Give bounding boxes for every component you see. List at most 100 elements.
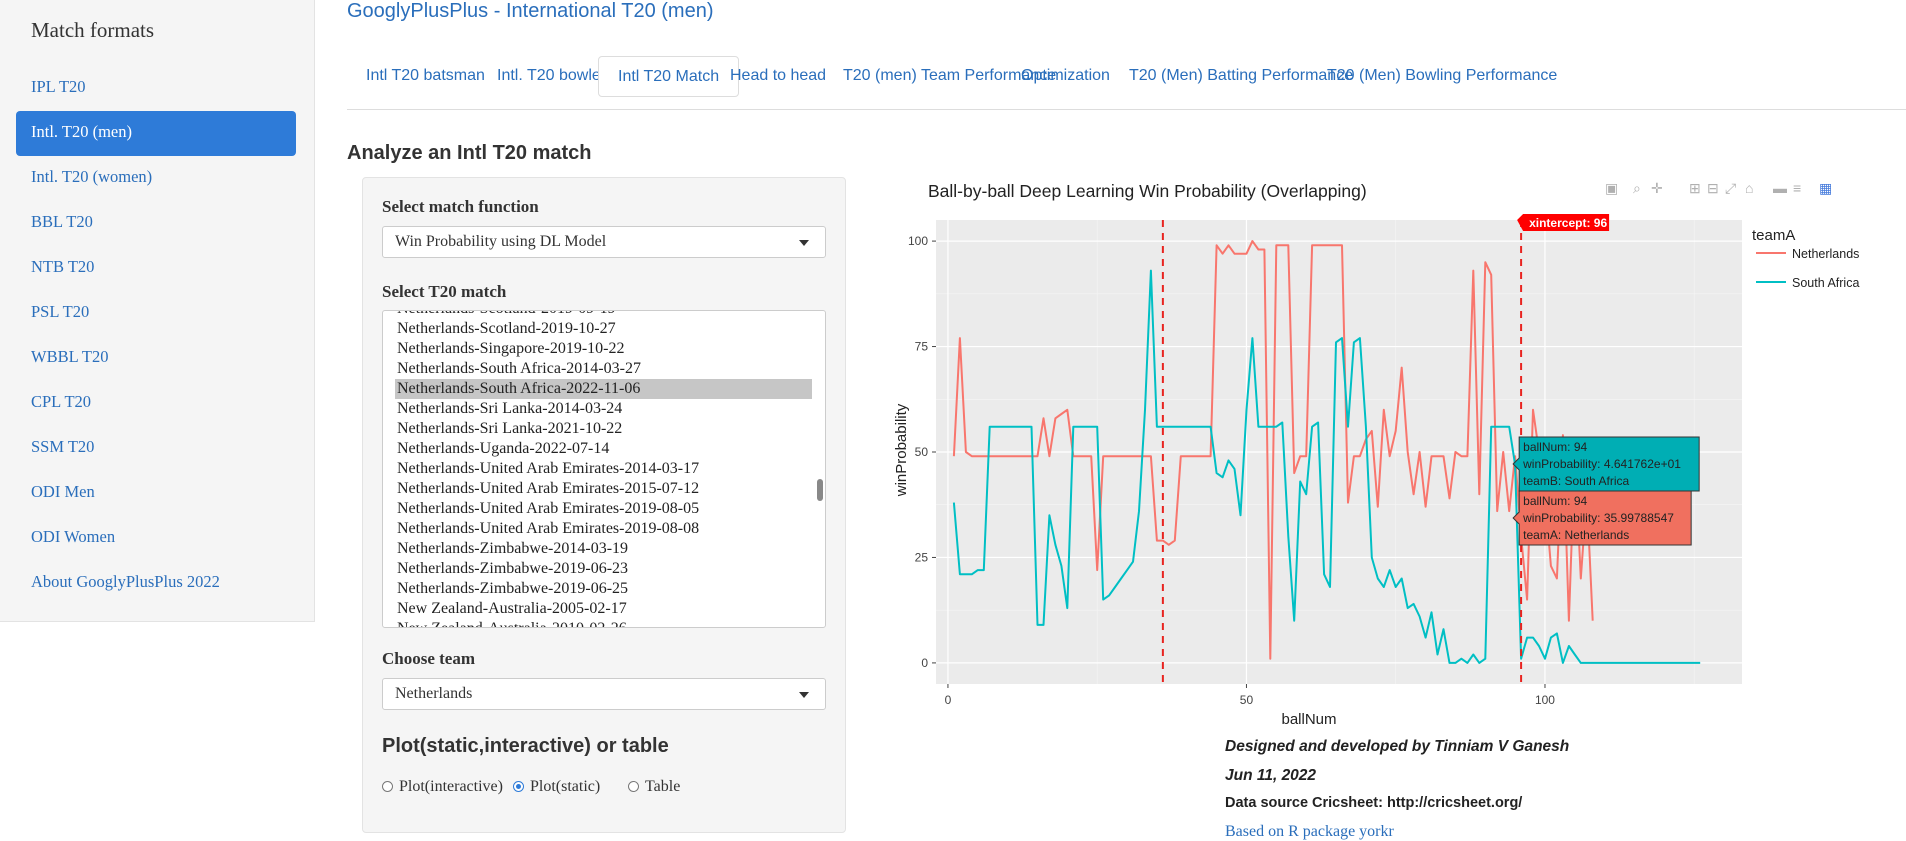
x-tick-label: 100 [1535,693,1555,707]
output-radio[interactable]: Plot(interactive) [382,778,503,796]
tooltip-south-africa-box [1512,436,1700,492]
chevron-down-icon [799,692,809,698]
chevron-down-icon [799,240,809,246]
home-icon[interactable]: ⌂ [1745,180,1754,196]
listbox-option[interactable]: Netherlands-Scotland-2019-10-27 [397,320,616,337]
listbox-option[interactable]: Netherlands-Zimbabwe-2019-06-25 [397,580,629,597]
sidebar-item[interactable]: ODI Men [31,482,95,501]
match-function-label: Select match function [382,197,539,216]
tab[interactable]: Intl. T20 bowlers [497,67,615,84]
y-tick-label: 50 [915,445,929,459]
spike-icon[interactable]: ▬ [1773,180,1787,196]
listbox-option[interactable]: Netherlands-South Africa-2014-03-27 [397,360,641,377]
chart-title: Ball-by-ball Deep Learning Win Probabili… [928,181,1367,201]
listbox-option[interactable]: Netherlands-United Arab Emirates-2019-08… [397,520,700,537]
sidebar-item[interactable]: Intl. T20 (men) [16,111,296,156]
legend-item[interactable]: Netherlands [1756,247,1859,261]
y-tick-label: 0 [921,656,928,670]
app-title: GooglyPlusPlus - International T20 (men) [347,0,714,22]
zoom-out-icon[interactable]: ⊟ [1707,180,1719,196]
plotly-logo-icon[interactable]: ▦ [1819,180,1833,196]
tooltip-netherlands-box [1512,490,1692,546]
match-listbox[interactable]: Netherlands-Scotland-2019-09-19Netherlan… [382,310,826,628]
pan-icon[interactable]: ✛ [1651,180,1663,196]
y-tick-label: 75 [915,340,929,354]
match-function-select[interactable]: Win Probability using DL Model [382,226,826,258]
sidebar-item[interactable]: IPL T20 [31,77,86,96]
x-tick-label: 50 [1240,693,1254,707]
tab[interactable]: T20 (Men) Batting Performance [1129,67,1354,84]
radio-circle-icon[interactable] [513,781,524,792]
sidebar-item[interactable]: CPL T20 [31,392,92,411]
match-select-label: Select T20 match [382,282,507,301]
sidebar-item[interactable]: ODI Women [31,527,116,546]
tab[interactable]: Intl T20 Match [598,56,740,97]
x-tick-label: 0 [945,693,952,707]
tab[interactable]: Intl T20 batsman [366,67,485,84]
sidebar-nav: IPL T20 Intl. T20 (men) Intl. T20 (women) B… [16,66,296,606]
tooltip-south-africa-line: teamB: South Africa [1523,474,1629,488]
listbox-option[interactable]: Netherlands-Sri Lanka-2021-10-22 [397,420,623,437]
legend-title: teamA [1752,227,1796,244]
radio-circle-icon[interactable] [382,781,393,792]
y-tick-label: 100 [908,234,928,248]
zoom-in-icon[interactable]: ⊞ [1689,180,1701,196]
tab[interactable]: Optimization [1021,67,1110,84]
series-line-south-africa [952,269,1701,664]
listbox-option[interactable]: Netherlands-Singapore-2019-10-22 [397,340,625,357]
sidebar-item[interactable]: BBL T20 [31,212,93,231]
sidebar-item[interactable]: NTB T20 [31,257,95,276]
listbox-option[interactable]: Netherlands-United Arab Emirates-2019-08… [397,500,700,517]
sidebar-item[interactable]: WBBL T20 [31,347,109,366]
legend-item[interactable]: South Africa [1756,276,1859,290]
controls-panel: Select match function Win Probability us… [362,177,846,833]
legend-label: Netherlands [1792,247,1860,261]
radio-circle-icon[interactable] [628,781,639,792]
tab[interactable]: T20 (men) Team Performance [843,67,1057,84]
y-tick-label: 25 [915,550,929,564]
sidebar-item[interactable]: SSM T20 [31,437,95,456]
xintercept-label: xintercept: 96 [1529,216,1607,230]
section-title: Analyze an Intl T20 match [347,142,592,164]
legend-swatch [1756,252,1786,254]
tab[interactable]: T20 (Men) Bowling Performance [1327,67,1558,84]
series-line-netherlands [952,240,1594,660]
zoom-icon[interactable]: ⌕ [1633,180,1641,196]
radio-label: Table [645,778,681,795]
listbox-option[interactable]: Netherlands-Sri Lanka-2014-03-24 [397,400,623,417]
chart: 0 25 50 75 100 0 50 100 xintercept: 96 ballNum: 9… [893,214,1742,728]
team-select[interactable]: Netherlands [382,678,826,710]
output-radio[interactable]: Plot(static) [513,778,600,796]
sidebar-item[interactable]: PSL T20 [31,302,90,321]
tab[interactable]: Head to head [730,67,827,84]
listbox-option[interactable]: Netherlands-Zimbabwe-2019-06-23 [397,560,629,577]
team-value: Netherlands [395,685,473,702]
listbox-scrollbar[interactable] [817,479,823,501]
listbox-option[interactable]: Netherlands-United Arab Emirates-2015-07… [397,480,700,497]
sidebar: Match formats IPL T20 Intl. T20 (men) Intl… [0,0,315,622]
output-radio[interactable]: Table [628,778,680,796]
camera-icon[interactable]: ▣ [1605,180,1619,196]
sidebar-item[interactable]: About GooglyPlusPlus 2022 [31,572,220,591]
listbox-option[interactable]: Netherlands-Zimbabwe-2014-03-19 [397,540,629,557]
listbox-option[interactable]: New Zealand-Australia-2010-02-26 [397,619,627,627]
match-function-value: Win Probability using DL Model [395,233,607,250]
credits-package-link[interactable]: Based on R package yorkr [1225,823,1394,840]
listbox-option[interactable]: Netherlands-Scotland-2019-09-19 [397,311,616,319]
listbox-option[interactable]: Netherlands-South Africa-2022-11-06 [395,379,812,399]
tab-bar: Intl T20 batsman Intl. T20 bowlers Intl T2… [347,56,1906,110]
tooltip-netherlands-line: winProbability: 35.99788547 [1522,511,1674,525]
listbox-option[interactable]: Netherlands-Uganda-2022-07-14 [397,440,610,457]
compare-icon[interactable]: ≡ [1793,180,1802,196]
listbox-option[interactable]: New Zealand-Australia-2005-02-17 [397,600,627,617]
listbox-option[interactable]: Netherlands-United Arab Emirates-2014-03… [397,460,700,477]
tooltip-south-africa: ballNum: 94 winProbability: 4.641762e+01 t… [1512,436,1700,492]
legend-swatch [1756,281,1786,283]
output-type-label: Plot(static,interactive) or table [382,735,669,757]
tooltip-netherlands-line: ballNum: 94 [1523,494,1587,508]
credits-designer: Designed and developed by Tinniam V Gane… [1225,738,1570,755]
team-label: Choose team [382,649,476,668]
sidebar-item[interactable]: Intl. T20 (women) [31,167,153,186]
autoscale-icon[interactable]: ⤢ [1725,180,1737,196]
legend-label: South Africa [1792,276,1860,290]
